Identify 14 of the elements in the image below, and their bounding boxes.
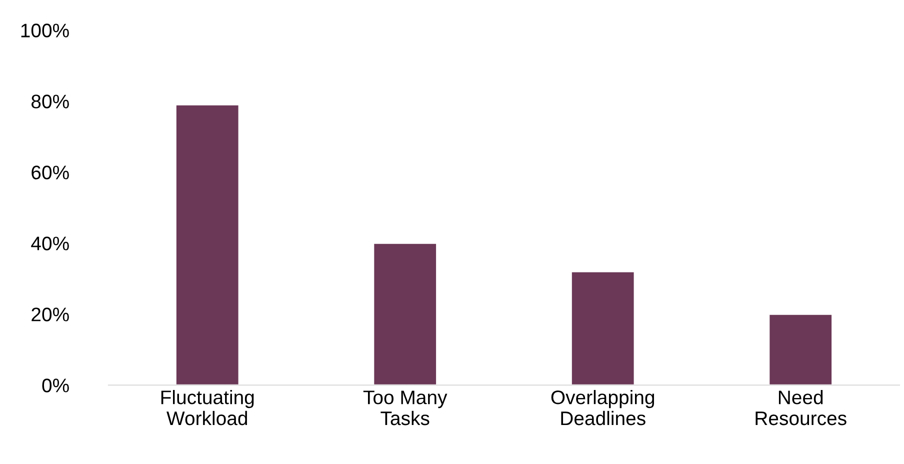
y-tick-label: 100% xyxy=(21,24,69,38)
y-tick-label: 60% xyxy=(32,166,69,180)
x-tick-label: Need Resources xyxy=(756,390,846,426)
bar xyxy=(175,104,240,386)
bar xyxy=(372,242,438,386)
y-tick-label: 80% xyxy=(32,94,69,108)
bar xyxy=(570,270,636,386)
bar xyxy=(768,313,833,386)
y-tick-label: 20% xyxy=(32,308,69,322)
y-tick-label: 0% xyxy=(42,378,69,392)
x-tick-label: Too Many Tasks xyxy=(363,390,448,426)
x-tick-label: Fluctuating Workload xyxy=(161,390,254,426)
x-tick-label: Overlapping Deadlines xyxy=(551,390,654,426)
y-tick-label: 40% xyxy=(31,236,69,250)
